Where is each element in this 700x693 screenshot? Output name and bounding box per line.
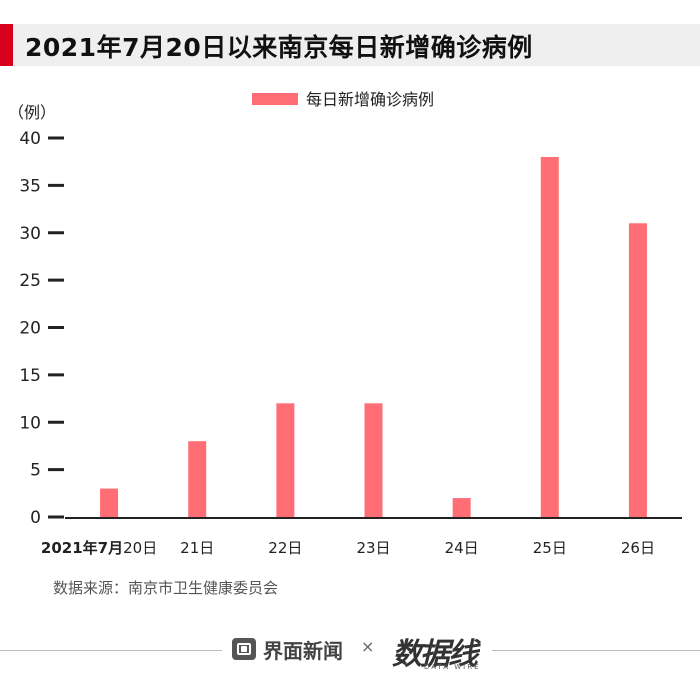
footer: 界面新闻 × 数据线 DATA WIRE <box>0 625 700 675</box>
brand-icon <box>232 638 256 660</box>
partner-subtitle: DATA WIRE <box>424 663 481 671</box>
source-note: 数据来源：南京市卫生健康委员会 <box>53 579 279 597</box>
x-tick-label: 22日 <box>268 539 302 557</box>
partner-name: 数据线 <box>392 637 478 672</box>
y-tick-label: 0 <box>30 508 41 528</box>
separator: × <box>361 637 375 656</box>
brand-name: 界面新闻 <box>263 638 343 663</box>
y-tick-label: 5 <box>30 461 41 481</box>
y-tick-label: 25 <box>19 271 41 291</box>
chart-title: 2021年7月20日以来南京每日新增确诊病例 <box>25 33 533 62</box>
y-axis-label: （例） <box>8 103 56 122</box>
y-tick-label: 35 <box>19 176 41 196</box>
legend-label: 每日新增确诊病例 <box>306 90 434 109</box>
bar <box>452 498 471 517</box>
bar <box>188 441 207 517</box>
legend-swatch <box>252 93 298 105</box>
bar <box>276 403 295 517</box>
title-bar: 2021年7月20日以来南京每日新增确诊病例 <box>0 24 700 66</box>
footer-line-left <box>0 650 222 651</box>
y-tick-label: 10 <box>19 413 41 433</box>
y-tick-label: 30 <box>19 224 41 244</box>
x-tick-label: 26日 <box>621 539 655 557</box>
bar <box>100 488 119 517</box>
footer-line-right <box>492 650 700 651</box>
brand-logo: 界面新闻 <box>232 635 343 663</box>
title-accent <box>0 24 13 66</box>
x-tick-label: 23日 <box>356 539 390 557</box>
y-tick-label: 15 <box>19 366 41 386</box>
y-tick-label: 20 <box>19 319 41 339</box>
y-tick-label: 40 <box>19 129 41 149</box>
bar <box>364 403 383 517</box>
bar <box>540 156 559 517</box>
x-tick-label: 2021年7月20日 <box>41 539 157 557</box>
bar-chart: （例） 0 5 10 15 20 25 30 35 40 2021年7月20日 21日 22日 23日 24… <box>8 90 682 557</box>
x-tick-label: 25日 <box>533 539 567 557</box>
x-tick-label: 24日 <box>445 539 479 557</box>
partner-logo: 数据线 DATA WIRE <box>392 629 482 672</box>
x-tick-label: 21日 <box>180 539 214 557</box>
bar <box>628 223 647 517</box>
